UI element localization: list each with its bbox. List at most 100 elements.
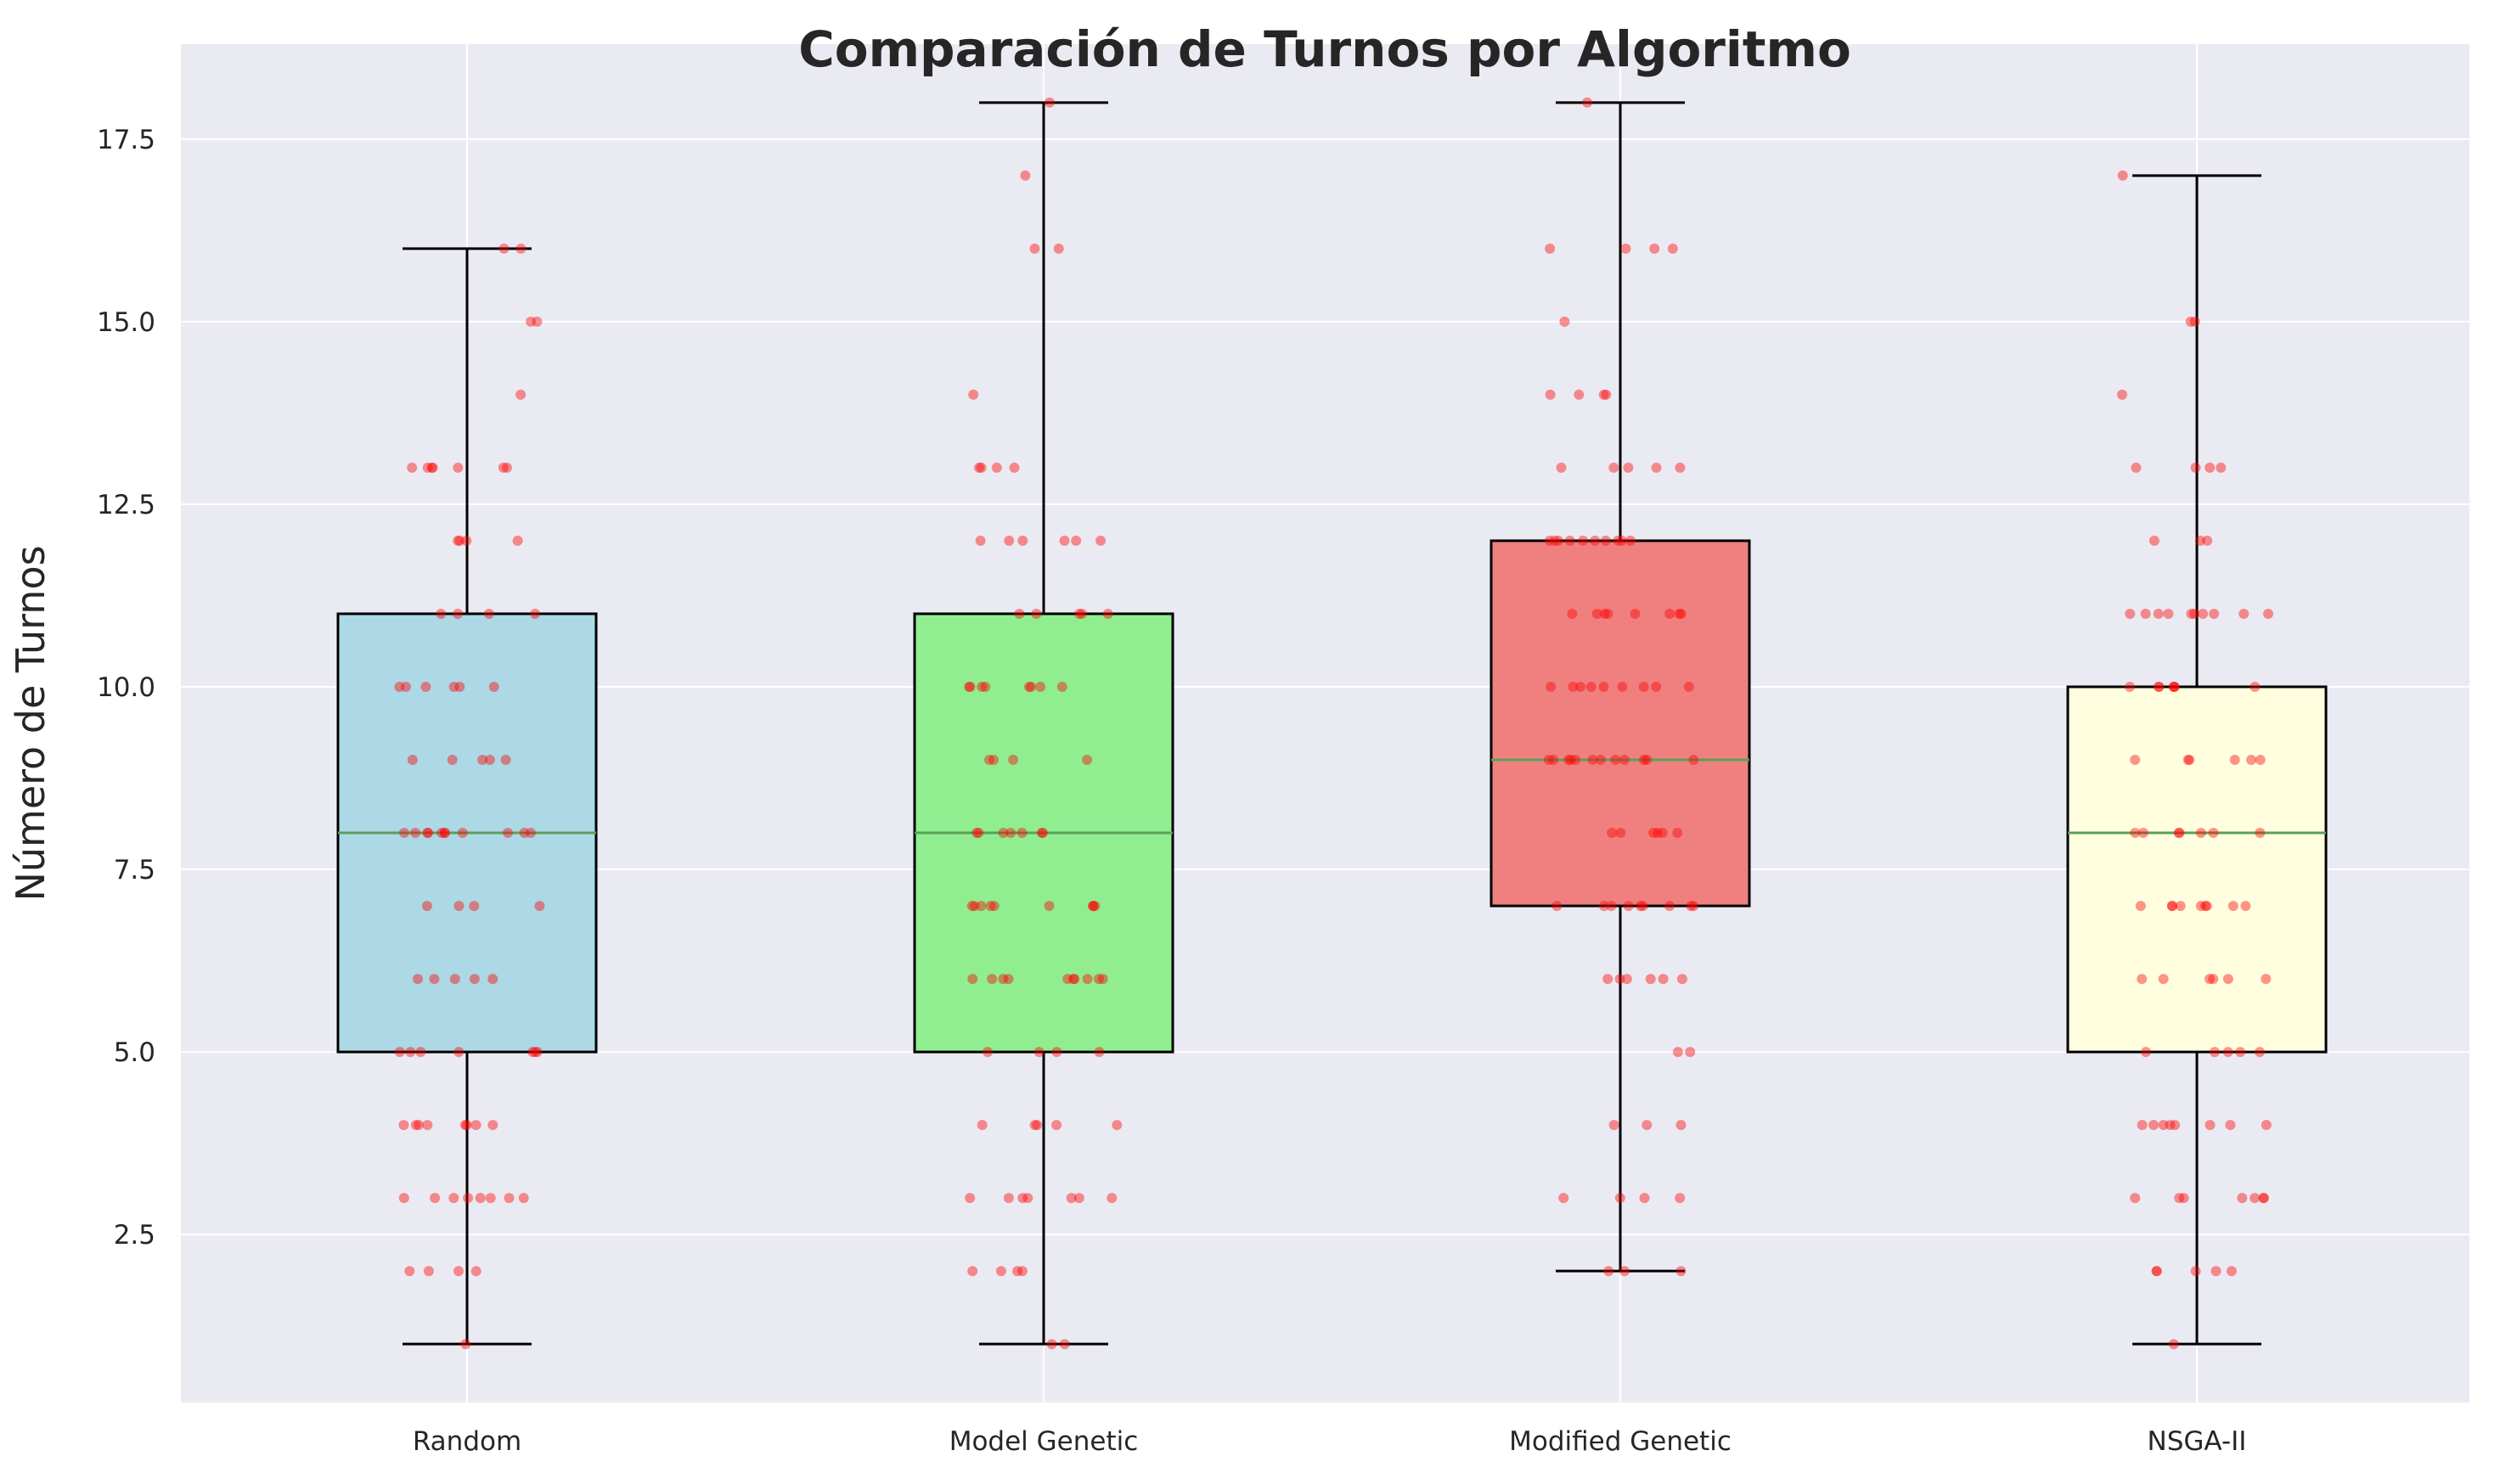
data-point: [1598, 901, 1609, 912]
data-point: [1071, 535, 1082, 546]
data-point: [436, 609, 447, 619]
y-tick-label: 17.5: [97, 125, 155, 155]
data-point: [1032, 1120, 1043, 1131]
data-point: [1564, 535, 1575, 546]
data-point: [2185, 316, 2196, 327]
data-point: [519, 828, 530, 838]
data-point: [1544, 535, 1555, 546]
data-point: [1045, 97, 1055, 108]
data-point: [2167, 901, 2178, 912]
data-point: [983, 1047, 993, 1058]
data-point: [2246, 755, 2256, 765]
data-point: [470, 1120, 481, 1131]
data-point: [534, 901, 545, 912]
data-point: [1568, 682, 1579, 692]
data-point: [2222, 974, 2233, 985]
data-point: [1004, 535, 1015, 546]
data-point: [1664, 609, 1675, 619]
box-nsga-ii: [2066, 174, 2328, 1346]
data-point: [2131, 462, 2142, 473]
x-tick-label: Random: [413, 1426, 521, 1457]
data-point: [404, 1266, 415, 1277]
y-tick-label: 7.5: [114, 855, 155, 885]
data-point: [2158, 974, 2169, 985]
data-point: [1601, 389, 1612, 400]
data-point: [2237, 1193, 2248, 1204]
data-point: [2186, 609, 2197, 619]
y-tick-label: 15.0: [97, 307, 155, 338]
data-point: [1603, 1266, 1614, 1277]
data-point: [968, 389, 979, 400]
data-point: [1667, 243, 1678, 254]
data-point: [1623, 462, 1634, 473]
data-point: [423, 828, 433, 838]
data-point: [2151, 1266, 2162, 1277]
data-point: [394, 682, 405, 692]
data-point: [2182, 755, 2193, 765]
data-point: [2195, 828, 2206, 838]
data-point: [459, 1120, 470, 1131]
chart-title: Comparación de Turnos por Algoritmo: [798, 20, 1851, 78]
data-point: [453, 462, 464, 473]
data-point: [1595, 755, 1606, 765]
data-point: [2153, 682, 2164, 692]
data-point: [1553, 535, 1563, 546]
data-point: [1613, 535, 1624, 546]
data-point: [1575, 682, 1585, 692]
data-point: [407, 462, 418, 473]
data-point: [1559, 316, 1570, 327]
data-point: [2166, 901, 2177, 912]
data-point: [1672, 1047, 1683, 1058]
data-point: [460, 1339, 471, 1350]
data-point: [2208, 828, 2219, 838]
data-point: [422, 828, 433, 838]
data-point: [461, 1120, 472, 1131]
data-point: [1685, 1047, 1696, 1058]
data-point: [1003, 974, 1014, 985]
data-point: [1642, 1120, 1653, 1131]
data-point: [436, 828, 448, 838]
data-point: [420, 682, 431, 692]
data-point: [2255, 1047, 2265, 1058]
data-point: [453, 1047, 465, 1058]
data-point: [2140, 609, 2151, 619]
data-point: [1016, 1266, 1028, 1277]
data-point: [1675, 609, 1687, 619]
data-point: [1016, 828, 1028, 838]
data-point: [2250, 1193, 2261, 1204]
data-point: [2208, 974, 2219, 985]
data-point: [498, 243, 510, 254]
data-point: [2130, 755, 2141, 765]
data-point: [2240, 901, 2251, 912]
data-point: [2117, 389, 2127, 400]
data-point: [439, 828, 450, 838]
data-point: [1677, 974, 1687, 985]
box-modified-genetic: [1490, 101, 1751, 1273]
data-point: [1026, 682, 1036, 692]
data-point: [1069, 974, 1080, 985]
data-point: [964, 682, 975, 692]
data-point: [488, 682, 499, 692]
data-point: [1600, 535, 1611, 546]
data-point: [1102, 609, 1113, 619]
data-point: [469, 974, 480, 985]
data-point: [1582, 97, 1593, 108]
data-point: [2229, 755, 2240, 765]
data-point: [1094, 974, 1104, 985]
data-point: [976, 901, 987, 912]
data-point: [2216, 462, 2227, 473]
data-point: [977, 1120, 988, 1131]
data-point: [1545, 243, 1556, 254]
data-point: [407, 755, 418, 765]
data-point: [977, 682, 988, 692]
data-point: [2201, 901, 2212, 912]
data-point: [405, 1047, 416, 1058]
data-point: [1639, 755, 1649, 765]
data-point: [1051, 1047, 1062, 1058]
data-point: [2158, 1120, 2169, 1131]
data-point: [1664, 901, 1675, 912]
data-point: [526, 316, 537, 327]
data-point: [2195, 901, 2206, 912]
data-point: [1621, 974, 1632, 985]
data-point: [1602, 974, 1613, 985]
